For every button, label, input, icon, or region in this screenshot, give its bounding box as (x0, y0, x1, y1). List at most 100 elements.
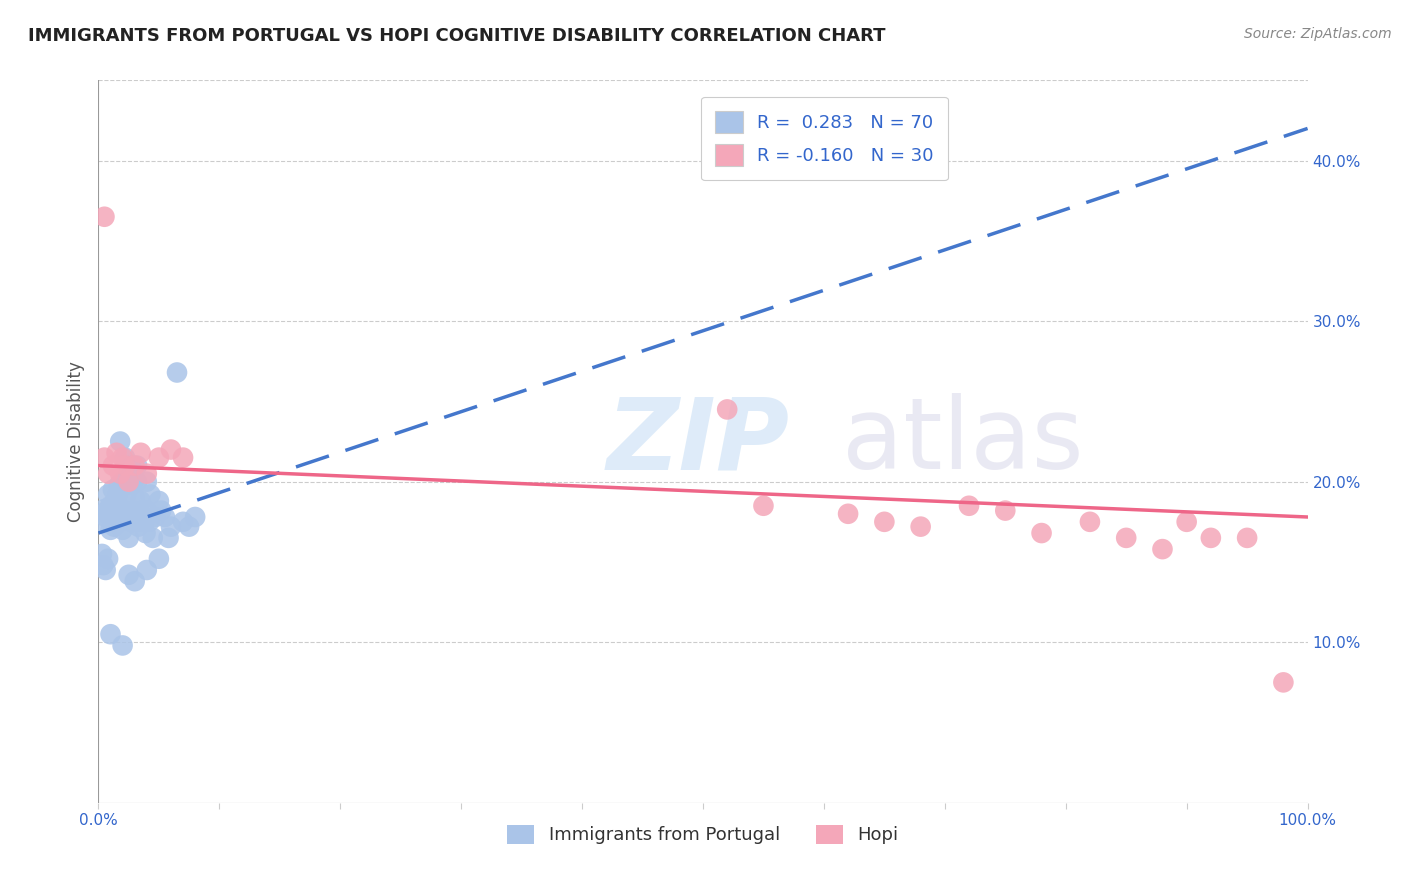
Point (160, 519, 183, 533)
Point (94, 563, 117, 577)
Point (104, 494, 127, 508)
Point (124, 515, 146, 529)
Point (101, 483, 124, 497)
Point (143, 510, 166, 524)
Point (172, 450, 194, 465)
Point (115, 487, 138, 501)
Point (114, 458, 136, 473)
Point (837, 507, 859, 521)
Legend: Immigrants from Portugal, Hopi: Immigrants from Portugal, Hopi (501, 818, 905, 852)
Point (93, 502, 115, 516)
Point (97, 467, 120, 481)
Point (111, 475, 134, 489)
Point (101, 458, 124, 473)
Point (117, 478, 139, 492)
Point (957, 499, 980, 513)
Point (111, 523, 134, 537)
Point (96, 503, 118, 517)
Point (100, 510, 122, 524)
Point (105, 515, 128, 529)
Point (124, 491, 146, 505)
Point (148, 551, 170, 566)
Point (752, 499, 775, 513)
Point (127, 475, 149, 489)
Point (108, 478, 131, 492)
Point (112, 510, 135, 524)
Point (129, 494, 152, 508)
Point (1152, 542, 1174, 557)
Point (1199, 531, 1222, 545)
Point (124, 574, 146, 589)
Point (93, 450, 115, 465)
Text: IMMIGRANTS FROM PORTUGAL VS HOPI COGNITIVE DISABILITY CORRELATION CHART: IMMIGRANTS FROM PORTUGAL VS HOPI COGNITI… (28, 27, 886, 45)
Point (157, 531, 180, 545)
Point (127, 519, 149, 533)
Point (179, 519, 201, 533)
Point (994, 503, 1017, 517)
Point (118, 531, 141, 545)
Point (111, 639, 134, 653)
Y-axis label: Cognitive Disability: Cognitive Disability (66, 361, 84, 522)
Point (105, 446, 128, 460)
Point (135, 475, 157, 489)
Point (129, 446, 152, 460)
Point (118, 467, 141, 481)
Point (124, 458, 146, 473)
Point (172, 515, 194, 529)
Point (1175, 515, 1198, 529)
Point (166, 366, 188, 380)
Point (1236, 531, 1258, 545)
Point (873, 515, 896, 529)
Point (139, 487, 162, 501)
Point (150, 503, 173, 517)
Point (108, 434, 131, 449)
Point (103, 519, 125, 533)
Point (118, 510, 141, 524)
Point (100, 523, 122, 537)
Point (1031, 526, 1053, 541)
Point (118, 567, 141, 582)
Point (108, 515, 131, 529)
Point (142, 531, 165, 545)
Point (184, 510, 207, 524)
Text: atlas: atlas (842, 393, 1084, 490)
Point (93, 210, 115, 224)
Point (111, 450, 134, 465)
Point (97, 487, 120, 501)
Point (125, 507, 148, 521)
Point (97, 551, 120, 566)
Point (1115, 531, 1137, 545)
Point (114, 450, 136, 465)
Text: Source: ZipAtlas.com: Source: ZipAtlas.com (1244, 27, 1392, 41)
Point (135, 467, 157, 481)
Point (132, 503, 155, 517)
Point (110, 503, 132, 517)
Point (91, 558, 114, 573)
Point (107, 487, 129, 501)
Point (148, 450, 170, 465)
Point (138, 515, 160, 529)
Point (94, 510, 117, 524)
Point (100, 499, 122, 513)
Point (108, 467, 131, 481)
Point (716, 402, 738, 417)
Point (135, 563, 157, 577)
Point (91, 515, 114, 529)
Point (105, 503, 128, 517)
Point (91, 547, 114, 561)
Point (122, 503, 145, 517)
Point (135, 526, 157, 541)
Point (118, 475, 141, 489)
Point (134, 515, 156, 529)
Point (131, 515, 153, 529)
Point (153, 510, 176, 524)
Point (129, 507, 152, 521)
Point (1272, 675, 1295, 690)
Point (1078, 515, 1101, 529)
Point (114, 503, 136, 517)
Point (121, 478, 143, 492)
Point (121, 515, 143, 529)
Point (100, 627, 122, 641)
Point (160, 442, 183, 457)
Point (910, 519, 932, 533)
